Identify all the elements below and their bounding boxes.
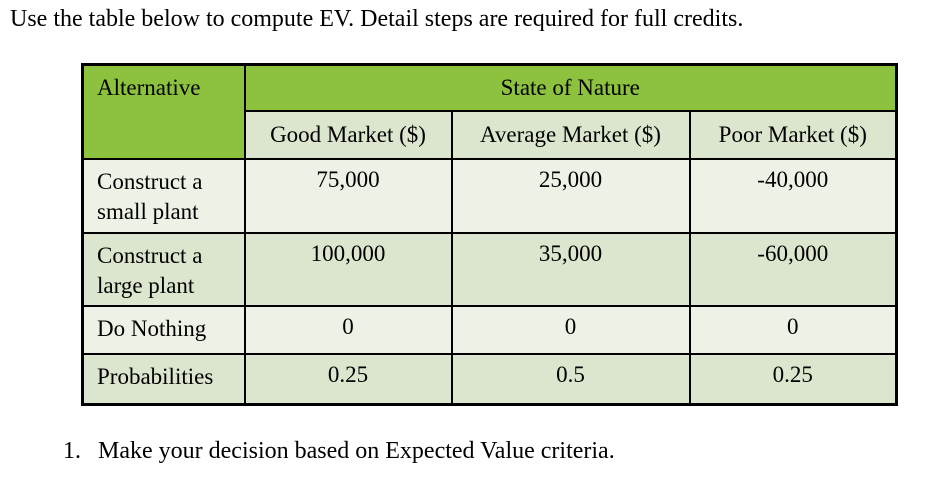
- cell-do-nothing-poor: 0: [688, 305, 898, 355]
- cell-large-plant-good: 100,000: [243, 232, 453, 307]
- cell-do-nothing-good: 0: [243, 305, 453, 355]
- row-label-small-plant: Construct a small plant: [81, 158, 246, 234]
- header-state-of-nature: State of Nature: [243, 63, 898, 112]
- cell-probability-poor: 0.25: [688, 353, 898, 405]
- header-alternative: Alternative: [81, 63, 246, 160]
- row-label-large-plant: Construct a large plant: [81, 232, 246, 307]
- item-text: Make your decision based on Expected Val…: [98, 438, 615, 464]
- item-number: 1.: [63, 438, 81, 464]
- cell-probability-good: 0.25: [243, 353, 453, 405]
- cell-do-nothing-average: 0: [450, 305, 691, 355]
- payoff-table: Alternative State of Nature Good Market …: [81, 63, 899, 406]
- table-row-probabilities: Probabilities 0.25 0.5 0.25: [81, 353, 898, 405]
- table-header-row-markets: Good Market ($) Average Market ($) Poor …: [83, 110, 898, 160]
- header-average-market: Average Market ($): [450, 110, 691, 160]
- instruction-text: Use the table below to compute EV. Detai…: [10, 6, 744, 32]
- header-good-market: Good Market ($): [243, 110, 453, 160]
- cell-small-plant-average: 25,000: [450, 158, 691, 234]
- table-header-row-top: Alternative State of Nature: [81, 63, 898, 160]
- cell-small-plant-poor: -40,000: [688, 158, 898, 234]
- cell-large-plant-poor: -60,000: [688, 232, 898, 307]
- question-item-1: 1. Make your decision based on Expected V…: [63, 438, 615, 465]
- cell-large-plant-average: 35,000: [450, 232, 691, 307]
- table-row-do-nothing: Do Nothing 0 0 0: [81, 305, 898, 355]
- table-row-large-plant: Construct a large plant 100,000 35,000 -…: [81, 232, 898, 307]
- cell-probability-average: 0.5: [450, 353, 691, 405]
- cell-small-plant-good: 75,000: [243, 158, 453, 234]
- header-poor-market: Poor Market ($): [688, 110, 898, 160]
- row-label-do-nothing: Do Nothing: [81, 305, 246, 355]
- table-row-small-plant: Construct a small plant 75,000 25,000 -4…: [81, 158, 898, 234]
- row-label-probabilities: Probabilities: [81, 353, 246, 405]
